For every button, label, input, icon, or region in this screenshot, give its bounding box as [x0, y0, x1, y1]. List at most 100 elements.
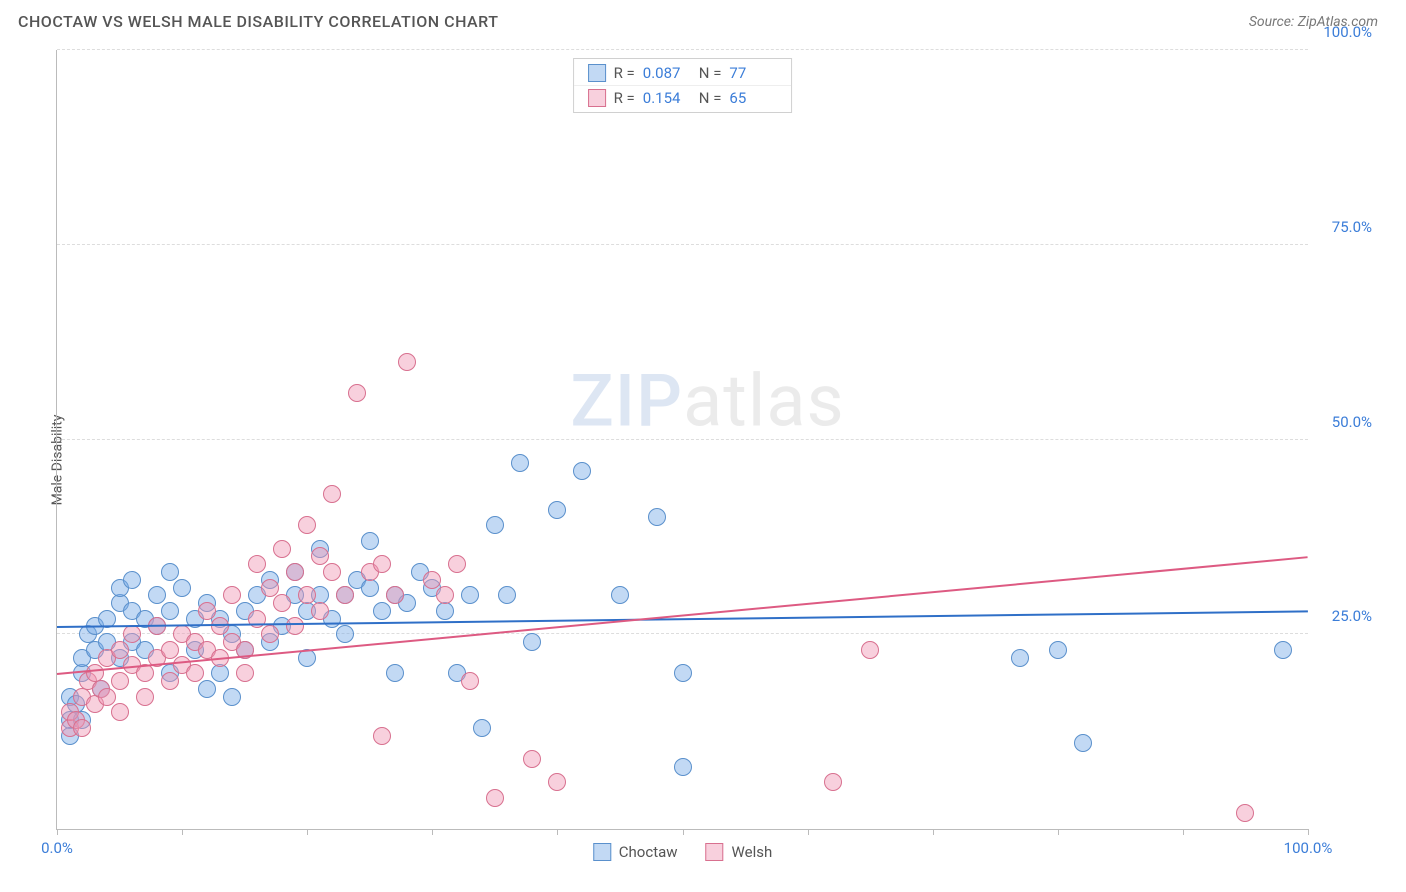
data-point-choctaw: [511, 454, 529, 472]
data-point-welsh: [486, 789, 504, 807]
data-point-choctaw: [473, 719, 491, 737]
x-tick: [808, 829, 809, 835]
data-point-welsh: [436, 586, 454, 604]
n-value-welsh: 65: [729, 89, 777, 107]
swatch-welsh: [588, 89, 606, 107]
data-point-welsh: [223, 586, 241, 604]
data-point-choctaw: [148, 586, 166, 604]
legend-label-welsh: Welsh: [732, 843, 773, 861]
n-value-choctaw: 77: [729, 64, 777, 82]
x-tick-label: 0.0%: [41, 839, 73, 857]
data-point-choctaw: [173, 579, 191, 597]
x-tick: [933, 829, 934, 835]
data-point-choctaw: [674, 664, 692, 682]
data-point-choctaw: [523, 633, 541, 651]
data-point-welsh: [448, 555, 466, 573]
data-point-choctaw: [461, 586, 479, 604]
chart-title: CHOCTAW VS WELSH MALE DISABILITY CORRELA…: [18, 12, 498, 31]
x-tick: [1183, 829, 1184, 835]
r-value-choctaw: 0.087: [643, 64, 691, 82]
data-point-choctaw: [548, 501, 566, 519]
data-point-choctaw: [161, 563, 179, 581]
data-point-choctaw: [336, 625, 354, 643]
gridline: [57, 439, 1308, 440]
data-point-welsh: [123, 625, 141, 643]
data-point-choctaw: [1274, 641, 1292, 659]
watermark: ZIPatlas: [570, 358, 844, 443]
swatch-choctaw: [593, 843, 611, 861]
data-point-welsh: [298, 516, 316, 534]
data-point-choctaw: [211, 664, 229, 682]
data-point-welsh: [311, 547, 329, 565]
data-point-welsh: [298, 586, 316, 604]
data-point-choctaw: [123, 571, 141, 589]
watermark-atlas: atlas: [683, 358, 845, 443]
data-point-welsh: [161, 641, 179, 659]
plot-region: ZIPatlas R =0.087N =77R =0.154N =65 Choc…: [56, 50, 1308, 830]
gridline: [57, 633, 1308, 634]
data-point-choctaw: [161, 602, 179, 620]
data-point-choctaw: [198, 680, 216, 698]
gridline: [57, 49, 1308, 50]
legend-item-welsh: Welsh: [706, 843, 773, 861]
watermark-zip: ZIP: [570, 358, 683, 443]
data-point-welsh: [423, 571, 441, 589]
data-point-choctaw: [1011, 649, 1029, 667]
data-point-welsh: [273, 594, 291, 612]
x-tick: [182, 829, 183, 835]
data-point-welsh: [386, 586, 404, 604]
n-label: N =: [699, 89, 722, 107]
y-tick-label: 25.0%: [1332, 607, 1372, 625]
data-point-welsh: [111, 641, 129, 659]
x-tick: [557, 829, 558, 835]
data-point-choctaw: [648, 508, 666, 526]
data-point-welsh: [373, 555, 391, 573]
data-point-choctaw: [573, 462, 591, 480]
stats-row-choctaw: R = 0.087 N = 77: [574, 61, 792, 85]
data-point-choctaw: [486, 516, 504, 534]
y-tick-label: 100.0%: [1323, 23, 1372, 41]
stats-row-welsh: R =0.154N =65: [574, 85, 792, 110]
data-point-welsh: [461, 672, 479, 690]
x-tick-label: 100.0%: [1284, 839, 1333, 857]
data-point-welsh: [548, 773, 566, 791]
chart-area: Male Disability ZIPatlas R =0.087N =77R …: [18, 50, 1378, 870]
x-tick: [1308, 829, 1309, 835]
data-point-welsh: [348, 384, 366, 402]
data-point-welsh: [248, 555, 266, 573]
data-point-welsh: [861, 641, 879, 659]
data-point-welsh: [111, 672, 129, 690]
stats-legend: R =0.087N =77R =0.154N =65: [573, 58, 793, 113]
data-point-welsh: [73, 719, 91, 737]
data-point-welsh: [824, 773, 842, 791]
legend-item-choctaw: Choctaw: [593, 843, 678, 861]
data-point-welsh: [373, 727, 391, 745]
x-tick: [57, 829, 58, 835]
data-point-choctaw: [498, 586, 516, 604]
x-tick: [683, 829, 684, 835]
data-point-choctaw: [361, 579, 379, 597]
data-point-welsh: [261, 625, 279, 643]
n-label: N =: [699, 64, 722, 82]
data-point-choctaw: [674, 758, 692, 776]
data-point-welsh: [286, 563, 304, 581]
data-point-welsh: [198, 602, 216, 620]
data-point-welsh: [98, 688, 116, 706]
swatch-welsh: [706, 843, 724, 861]
data-point-welsh: [186, 664, 204, 682]
x-tick: [1058, 829, 1059, 835]
x-tick: [307, 829, 308, 835]
data-point-welsh: [261, 579, 279, 597]
y-tick-label: 50.0%: [1332, 413, 1372, 431]
data-point-choctaw: [1074, 734, 1092, 752]
r-label: R =: [614, 64, 635, 82]
data-point-choctaw: [386, 664, 404, 682]
data-point-welsh: [236, 664, 254, 682]
legend-label-choctaw: Choctaw: [619, 843, 678, 861]
data-point-welsh: [323, 563, 341, 581]
data-point-welsh: [111, 703, 129, 721]
data-point-choctaw: [611, 586, 629, 604]
gridline: [57, 244, 1308, 245]
r-label: R =: [614, 89, 635, 107]
data-point-welsh: [323, 485, 341, 503]
